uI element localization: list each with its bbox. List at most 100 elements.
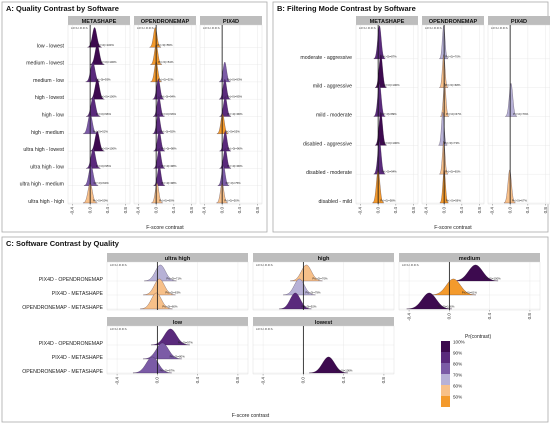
x-tick-label-c-2-2: 0.4 <box>487 313 492 320</box>
probability-label-opendronemap-0: Pr(<0)=70% <box>445 54 461 58</box>
x-tick-label-c-4-1: 0.0 <box>301 377 306 384</box>
x-tick-label-a-1-3: 0.8 <box>189 207 194 214</box>
probability-label-medium-1: Pr(>0)=61% <box>462 291 478 295</box>
density-pix4d-5 <box>216 113 229 134</box>
probability-label-pix4d-3: Pr(>0)=95% <box>227 95 243 99</box>
probability-label-opendronemap-2: Pr(<0)=52% <box>158 77 174 81</box>
x-axis-title-c: F-score contrast <box>232 413 270 419</box>
facet-strip-label-metashape: METASHAPE <box>82 19 117 25</box>
probability-label-opendronemap-1: Pr(<0)=54% <box>158 60 174 64</box>
probability-label-metashape-0: Pr(>0)=100% <box>97 43 114 47</box>
density-metashape-0 <box>87 27 102 48</box>
density-opendronemap-5 <box>152 113 165 134</box>
facet-background-low <box>106 325 249 375</box>
panel-a: A: Quality Contrast by Software METASHAP… <box>1 1 268 233</box>
category-label-disabled-mild: disabled - mild <box>319 199 353 205</box>
probability-label-pix4d-6: Pr(>0)=96% <box>227 147 243 151</box>
x-tick-label-b-1-3: 0.8 <box>477 207 482 214</box>
density-metashape-3 <box>90 79 105 100</box>
facet-strip-metashape <box>356 16 418 25</box>
density-low-2 <box>132 356 172 374</box>
probability-label-metashape-4: Pr(>0)=94% <box>382 170 398 174</box>
probability-label-opendronemap-8: Pr(>0)=98% <box>161 181 177 185</box>
panel-c-plot: ultra high LR.S.I.R.R.S. Pr(>0)=71% Pr(>0)=… <box>22 253 541 419</box>
density-ultra-high-2 <box>140 292 173 310</box>
density-lowest-2 <box>309 356 348 374</box>
rope-label-opendronemap: LR.S.I.R.R.S. <box>425 26 443 30</box>
facet-strip-opendronemap <box>422 16 484 25</box>
x-tick-label-b-2-2: 0.4 <box>525 207 530 214</box>
category-label-pix4d-opendronemap: PIX4D - OPENDRONEMAP <box>39 277 104 283</box>
x-tick-label-c-4-2: 0.4 <box>341 377 346 384</box>
probability-label-opendronemap-5: Pr(>0)=92% <box>160 129 176 133</box>
density-medium-1 <box>430 278 477 296</box>
rope-label-low: LR.S.I.R.R.S. <box>110 327 128 331</box>
category-label-pix4d-metashape: PIX4D - METASHAPE <box>52 355 104 361</box>
probability-label-opendronemap-7: Pr(>0)=98% <box>161 164 177 168</box>
probability-label-opendronemap-1: Pr(<0)=68% <box>445 83 461 87</box>
x-axis-title-b: F-score contrast <box>434 225 472 231</box>
panel-b-plot: METASHAPELR.S.I.R.R.S.Pr(>0)=87%Pr(>0)=1… <box>300 16 550 231</box>
legend-swatch-80 <box>441 363 450 374</box>
probability-label-metashape-6: Pr(>0)=100% <box>100 147 117 151</box>
probability-label-ultra-high-1: Pr(>0)=63% <box>165 291 181 295</box>
legend-label-70: 70% <box>453 373 462 378</box>
legend-label-90: 90% <box>453 351 462 356</box>
probability-label-metashape-0: Pr(>0)=87% <box>382 54 398 58</box>
x-tick-label-b-2-3: 0.8 <box>543 207 548 214</box>
density-metashape-2 <box>373 83 386 117</box>
facet-strip-label-ultra-high: ultra high <box>165 256 191 262</box>
legend-swatch-100 <box>441 341 450 352</box>
x-tick-label-b-2-1: 0.0 <box>507 207 512 214</box>
facet-strip-label-medium: medium <box>459 256 480 262</box>
panel-a-plot: METASHAPE LR.S.I.R.R.S. Pr(>0)=100% Pr(>0)=… <box>20 16 263 231</box>
probability-label-opendronemap-4: Pr(>0)=96% <box>161 112 177 116</box>
legend-label-80: 80% <box>453 362 462 367</box>
probability-label-metashape-1: Pr(>0)=100% <box>100 60 117 64</box>
probability-label-metashape-2: Pr(>0)=93% <box>95 77 111 81</box>
rope-label-metashape: LR.S.I.R.R.S. <box>359 26 377 30</box>
x-tick-label-a-2-2: 0.4 <box>237 207 242 214</box>
density-opendronemap-0 <box>149 27 162 48</box>
probability-label-opendronemap-6: Pr(>0)=98% <box>161 147 177 151</box>
facet-strip-opendronemap <box>134 16 196 25</box>
facet-strip-label-opendronemap: OPENDRONEMAP <box>429 19 478 25</box>
category-label-ultra-high-high: ultra high - high <box>28 199 64 205</box>
facet-strip-label-high: high <box>318 256 330 262</box>
x-tick-label-a-1-2: 0.4 <box>171 207 176 214</box>
legend-title: Pr(contrast) <box>465 334 491 340</box>
rope-label-opendronemap: LR.S.I.R.R.S. <box>137 26 155 30</box>
facet-strip-pix4d <box>200 16 262 25</box>
category-label-medium-lowest: medium - lowest <box>26 61 64 67</box>
x-tick-label-c-4-3: 0.8 <box>381 377 386 384</box>
density-ultra-high-0 <box>144 264 177 282</box>
probability-label-low-0: Pr(>0)=97% <box>178 341 194 345</box>
rope-label-pix4d: LR.S.I.R.R.S. <box>203 26 221 30</box>
probability-label-metashape-7: Pr(>0)=95% <box>96 164 112 168</box>
category-label-high-medium: high - medium <box>31 130 64 136</box>
probability-label-ultra-high-2: Pr(<0)=60% <box>162 305 178 309</box>
x-tick-label-a-0-0: -0.4 <box>70 207 75 215</box>
probability-label-opendronemap-9: Pr(>0)=60% <box>159 199 175 203</box>
density-low-1 <box>142 342 182 360</box>
legend-label-50: 50% <box>453 395 462 400</box>
facet-background-ultra-high <box>106 261 249 311</box>
probability-legend: Pr(contrast) 100% 90% 80% 70% 60% 50% <box>441 334 491 407</box>
x-tick-label-a-1-0: -0.4 <box>136 207 141 215</box>
density-metashape-7 <box>86 148 101 169</box>
probability-label-metashape-3: Pr(>0)=100% <box>383 141 400 145</box>
probability-label-metashape-8: Pr(>0)=60% <box>94 181 110 185</box>
x-tick-label-b-1-0: -0.4 <box>424 207 429 215</box>
facet-strip-metashape <box>68 16 130 25</box>
facet-strip-label-pix4d: PIX4D <box>223 19 239 25</box>
legend-label-60: 60% <box>453 384 462 389</box>
x-tick-label-b-0-2: 0.4 <box>393 207 398 214</box>
probability-label-medium-0: Pr(>0)=100% <box>484 277 501 281</box>
x-tick-label-c-3-3: 0.8 <box>235 377 240 384</box>
probability-label-medium-2: Pr(<0)=100% <box>438 305 455 309</box>
rope-label-pix4d: LR.S.I.R.R.S. <box>491 26 509 30</box>
category-label-disabled-aggressive: disabled - aggressive <box>303 141 352 147</box>
density-opendronemap-3 <box>152 79 165 100</box>
x-tick-label-b-0-3: 0.8 <box>411 207 416 214</box>
density-metashape-8 <box>83 165 99 186</box>
